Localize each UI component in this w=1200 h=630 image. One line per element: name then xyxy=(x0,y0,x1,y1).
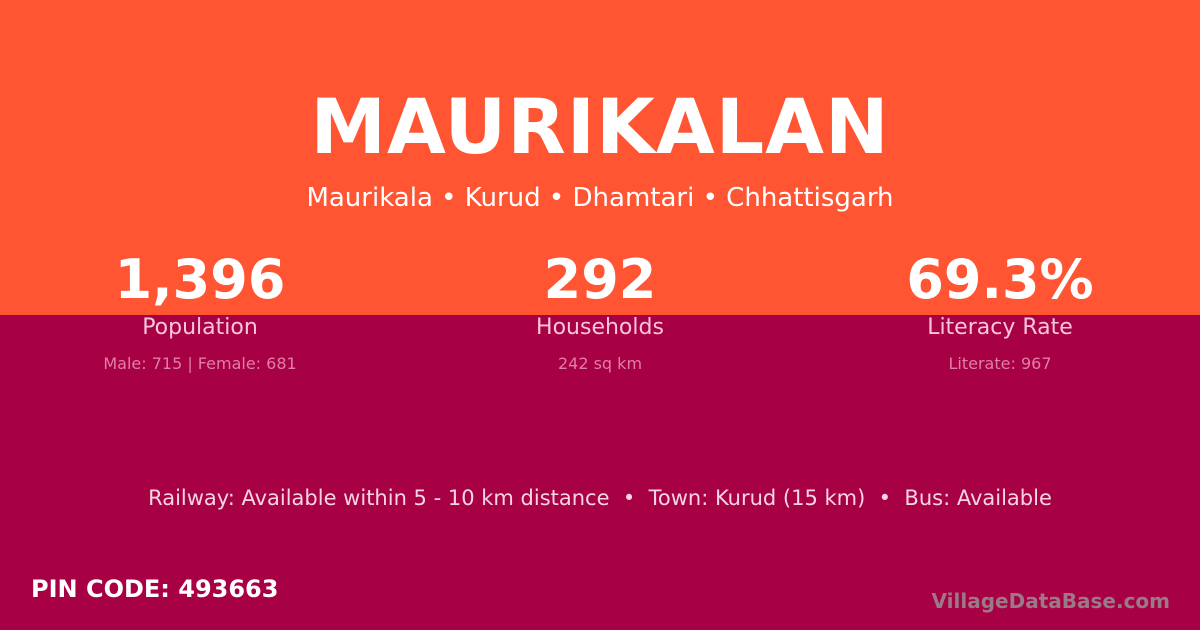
stat-label: Households xyxy=(536,315,664,340)
village-title: MAURIKALAN xyxy=(310,82,890,171)
location-breadcrumb: Maurikala • Kurud • Dhamtari • Chhattisg… xyxy=(306,183,894,213)
stat-detail: Male: 715 | Female: 681 xyxy=(103,354,297,373)
pin-code: PIN CODE: 493663 xyxy=(31,575,279,603)
connectivity-info: Railway: Available within 5 - 10 km dist… xyxy=(148,486,1052,510)
header-band xyxy=(0,0,1200,315)
stat-value: 292 xyxy=(543,248,657,311)
stat-value: 1,396 xyxy=(114,248,286,311)
stat-detail: 242 sq km xyxy=(557,354,643,373)
stat-detail: Literate: 967 xyxy=(948,354,1052,373)
stat-label: Population xyxy=(142,315,258,340)
stat-label: Literacy Rate xyxy=(927,315,1073,340)
stat-value: 69.3% xyxy=(906,248,1094,311)
brand-watermark: VillageDataBase.com xyxy=(931,589,1170,613)
